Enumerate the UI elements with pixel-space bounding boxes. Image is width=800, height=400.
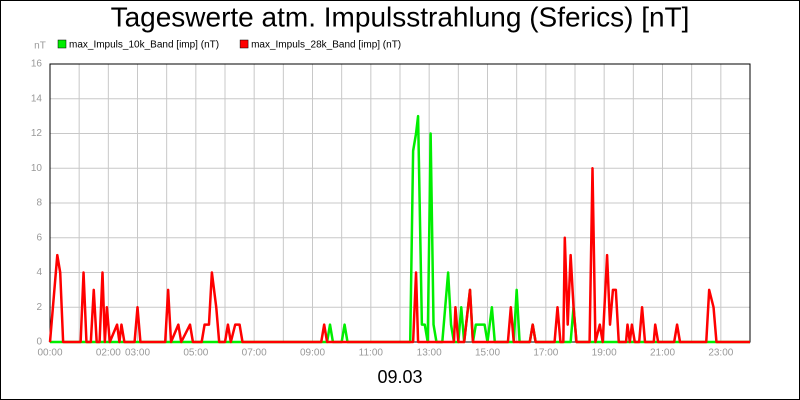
y-unit: nT <box>34 41 46 52</box>
x-tick-label: 17:00 <box>533 348 558 359</box>
series-line <box>48 167 750 344</box>
x-tick-label: 19:00 <box>592 348 617 359</box>
x-tick-label: 00:00 <box>37 348 62 359</box>
y-tick-label: 14 <box>31 93 43 104</box>
legend-label: max_Impuls_28k_Band [imp] (nT) <box>251 40 401 51</box>
legend-swatch <box>57 39 67 49</box>
x-tick-label: 13:00 <box>417 348 442 359</box>
y-tick-label: 12 <box>31 128 43 139</box>
x-tick-label: 09:00 <box>300 348 325 359</box>
y-tick-label: 4 <box>36 267 42 278</box>
y-tick-label: 2 <box>36 302 42 313</box>
legend: max_Impuls_10k_Band [imp] (nT) max_Impuls… <box>57 39 401 51</box>
y-tick-label: 6 <box>36 232 42 243</box>
x-tick-label: 15:00 <box>475 348 500 359</box>
x-tick-label: 11:00 <box>359 348 384 359</box>
x-tick-label: 03:00 <box>125 348 150 359</box>
x-tick-label: 05:00 <box>183 348 208 359</box>
x-tick-label: 21:00 <box>650 348 675 359</box>
y-tick-label: 10 <box>31 163 43 174</box>
legend-swatch <box>239 39 249 49</box>
x-tick-label: 07:00 <box>242 348 267 359</box>
legend-label: max_Impuls_10k_Band [imp] (nT) <box>69 40 219 51</box>
chart-title: Tageswerte atm. Impulsstrahlung (Sferics… <box>111 1 690 32</box>
x-label: 09.03 <box>377 367 422 387</box>
x-tick-label: 02:00 <box>96 348 121 359</box>
y-tick-label: 0 <box>36 337 42 348</box>
x-tick-label: 23:00 <box>708 348 733 359</box>
y-tick-label: 8 <box>36 198 42 209</box>
y-tick-label: 16 <box>31 59 43 70</box>
